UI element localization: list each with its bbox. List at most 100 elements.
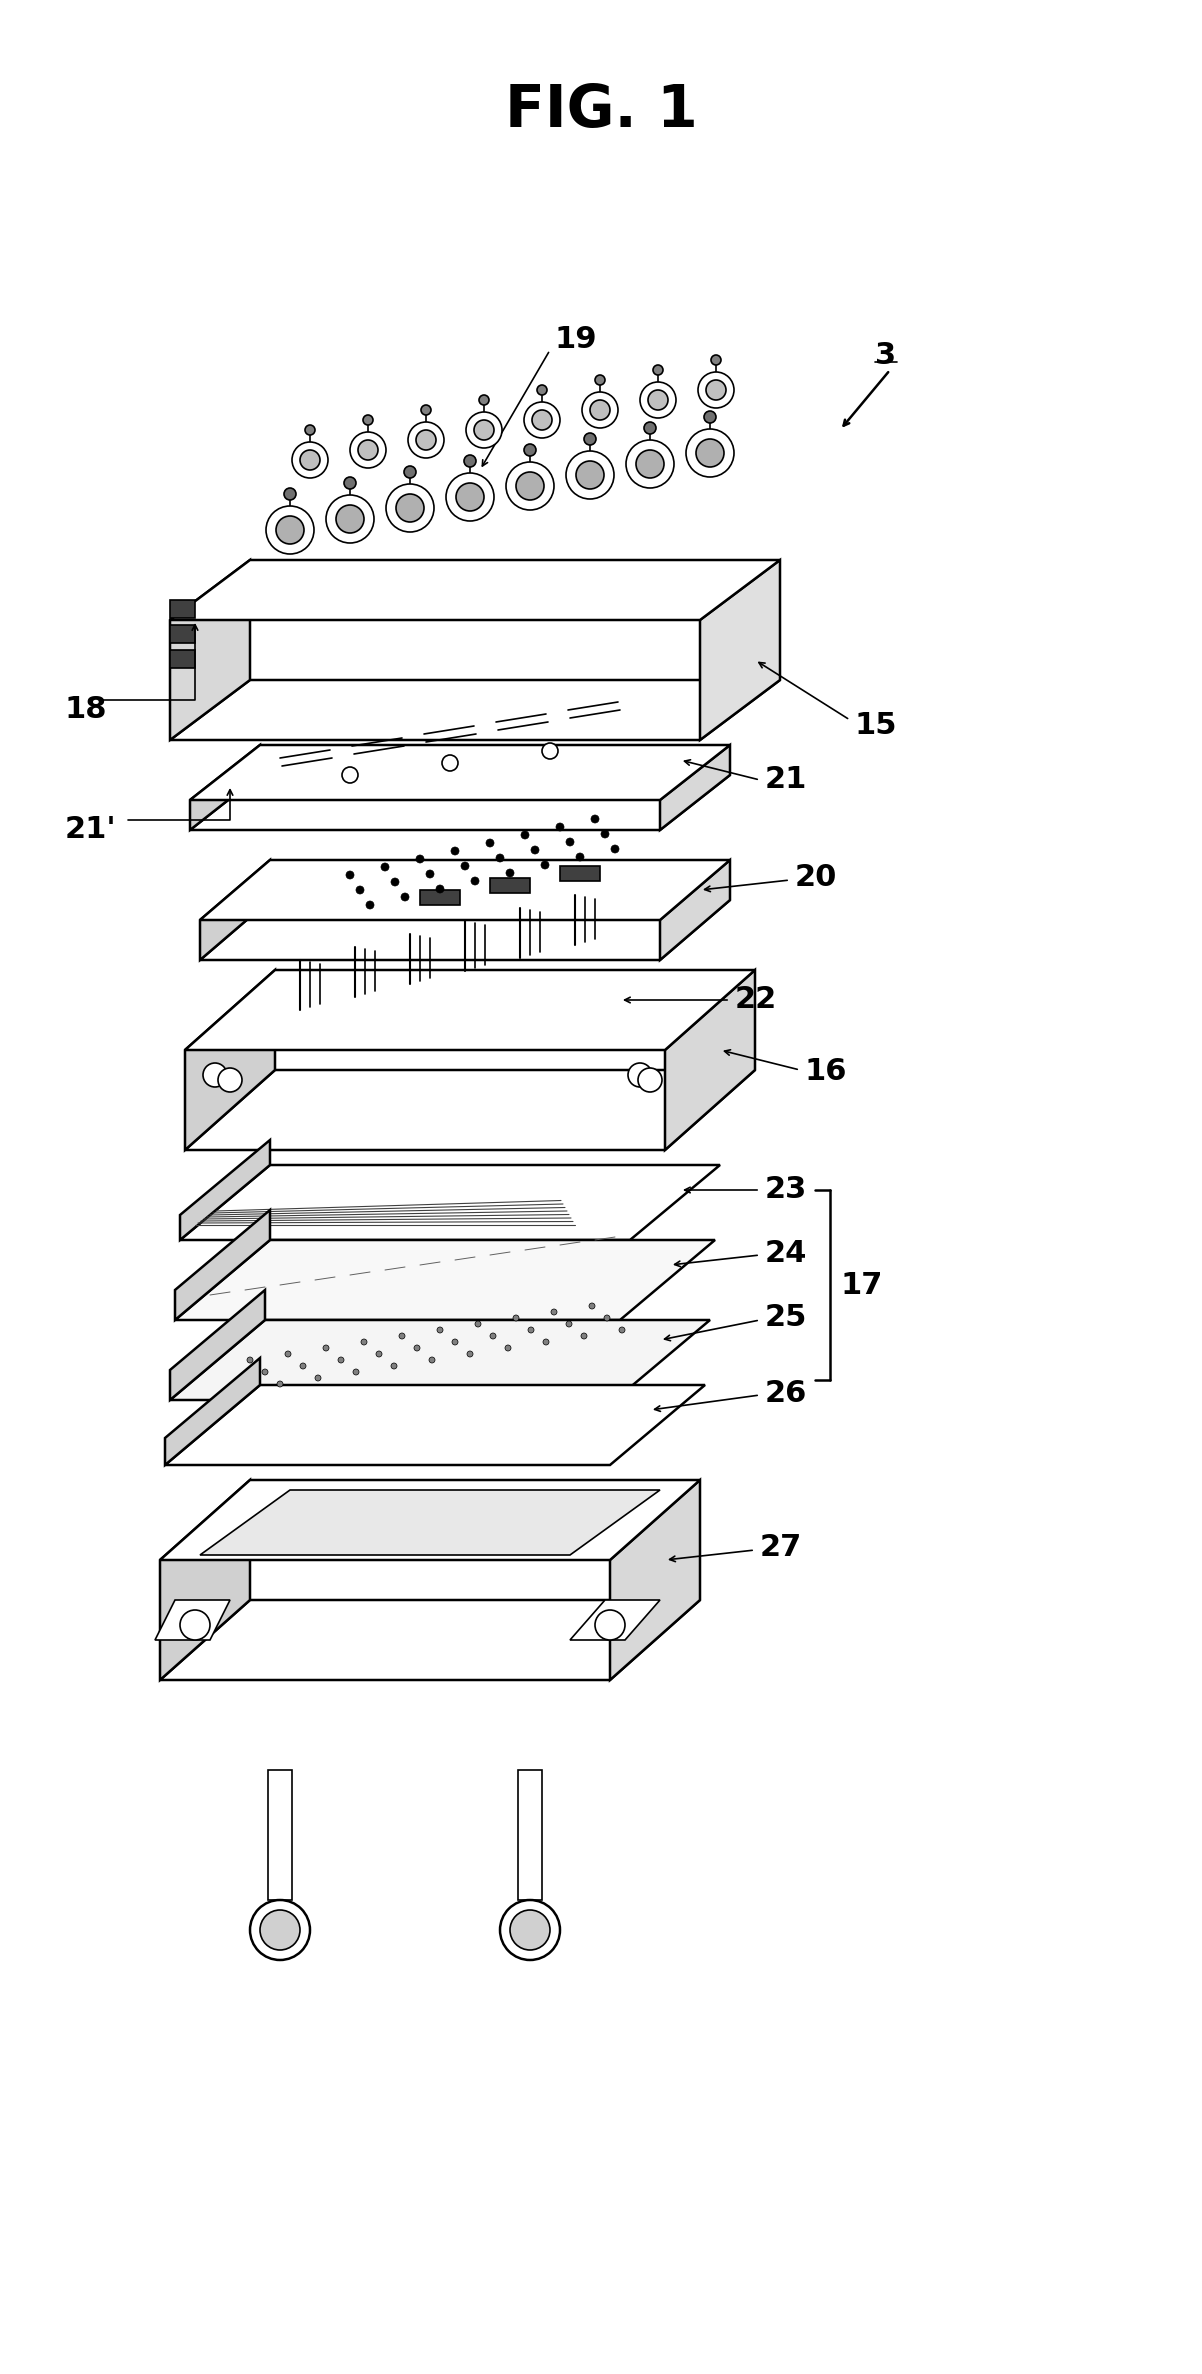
Polygon shape (490, 878, 530, 893)
Circle shape (315, 1375, 321, 1382)
Circle shape (576, 852, 584, 862)
Circle shape (300, 1363, 307, 1370)
Circle shape (468, 1351, 474, 1358)
Circle shape (582, 392, 618, 427)
Circle shape (395, 494, 424, 522)
Circle shape (391, 1363, 397, 1370)
Circle shape (180, 1610, 210, 1640)
Text: 3: 3 (875, 339, 897, 370)
Text: FIG. 1: FIG. 1 (505, 81, 697, 138)
Circle shape (589, 1303, 595, 1308)
Circle shape (284, 489, 296, 501)
Polygon shape (169, 650, 195, 667)
Polygon shape (268, 1771, 292, 1899)
Circle shape (376, 1351, 382, 1358)
Circle shape (436, 886, 444, 893)
Polygon shape (165, 1358, 260, 1465)
Text: 23: 23 (764, 1175, 808, 1204)
Circle shape (338, 1358, 344, 1363)
Circle shape (386, 484, 434, 532)
Circle shape (712, 356, 721, 366)
Circle shape (356, 886, 364, 895)
Circle shape (639, 382, 676, 418)
Circle shape (353, 1370, 359, 1375)
Circle shape (266, 506, 314, 553)
Circle shape (421, 406, 432, 415)
Text: 19: 19 (555, 325, 597, 354)
Circle shape (486, 838, 494, 848)
Circle shape (446, 472, 494, 520)
Circle shape (365, 902, 374, 909)
Circle shape (361, 1339, 367, 1346)
Circle shape (551, 1308, 557, 1315)
Circle shape (636, 451, 664, 477)
Circle shape (462, 862, 469, 869)
Circle shape (300, 451, 320, 470)
Polygon shape (169, 1289, 264, 1401)
Circle shape (426, 869, 434, 878)
Circle shape (506, 463, 554, 510)
Polygon shape (169, 624, 195, 643)
Circle shape (590, 399, 609, 420)
Circle shape (260, 1911, 300, 1949)
Circle shape (452, 1339, 458, 1346)
Polygon shape (660, 859, 730, 959)
Circle shape (591, 814, 599, 824)
Circle shape (505, 1346, 511, 1351)
Polygon shape (169, 679, 780, 741)
Circle shape (506, 869, 514, 876)
Circle shape (323, 1346, 329, 1351)
Polygon shape (160, 1479, 250, 1681)
Circle shape (404, 465, 416, 477)
Circle shape (584, 432, 596, 444)
Text: 25: 25 (764, 1303, 808, 1332)
Circle shape (537, 385, 547, 394)
Circle shape (566, 838, 575, 845)
Polygon shape (419, 890, 460, 904)
Polygon shape (169, 560, 780, 620)
Circle shape (496, 855, 504, 862)
Circle shape (391, 878, 399, 886)
Circle shape (619, 1327, 625, 1332)
Text: 16: 16 (805, 1056, 847, 1087)
Circle shape (698, 373, 734, 408)
Circle shape (520, 831, 529, 838)
Circle shape (407, 423, 444, 458)
Polygon shape (185, 1071, 755, 1149)
Circle shape (595, 1610, 625, 1640)
Circle shape (475, 1320, 481, 1327)
Text: 22: 22 (734, 985, 778, 1014)
Circle shape (429, 1358, 435, 1363)
Circle shape (346, 871, 355, 878)
Polygon shape (155, 1600, 230, 1640)
Polygon shape (169, 1320, 710, 1401)
Polygon shape (180, 1140, 270, 1239)
Circle shape (413, 1346, 419, 1351)
Circle shape (686, 430, 734, 477)
Circle shape (250, 1899, 310, 1961)
Polygon shape (518, 1771, 542, 1899)
Polygon shape (175, 1211, 270, 1320)
Circle shape (474, 420, 494, 439)
Text: 26: 26 (764, 1379, 808, 1408)
Circle shape (528, 1327, 534, 1332)
Circle shape (442, 755, 458, 772)
Polygon shape (200, 859, 270, 959)
Polygon shape (175, 1239, 715, 1320)
Polygon shape (185, 971, 275, 1149)
Circle shape (456, 482, 484, 510)
Circle shape (626, 439, 674, 489)
Circle shape (285, 1351, 291, 1358)
Text: 27: 27 (760, 1534, 802, 1562)
Circle shape (480, 394, 489, 406)
Circle shape (343, 767, 358, 783)
Polygon shape (165, 1384, 706, 1465)
Circle shape (337, 506, 364, 534)
Polygon shape (190, 774, 730, 831)
Circle shape (595, 375, 605, 385)
Circle shape (603, 1315, 609, 1320)
Text: 24: 24 (764, 1239, 808, 1268)
Text: 21': 21' (65, 817, 117, 845)
Text: 17: 17 (840, 1270, 882, 1299)
Circle shape (557, 824, 564, 831)
